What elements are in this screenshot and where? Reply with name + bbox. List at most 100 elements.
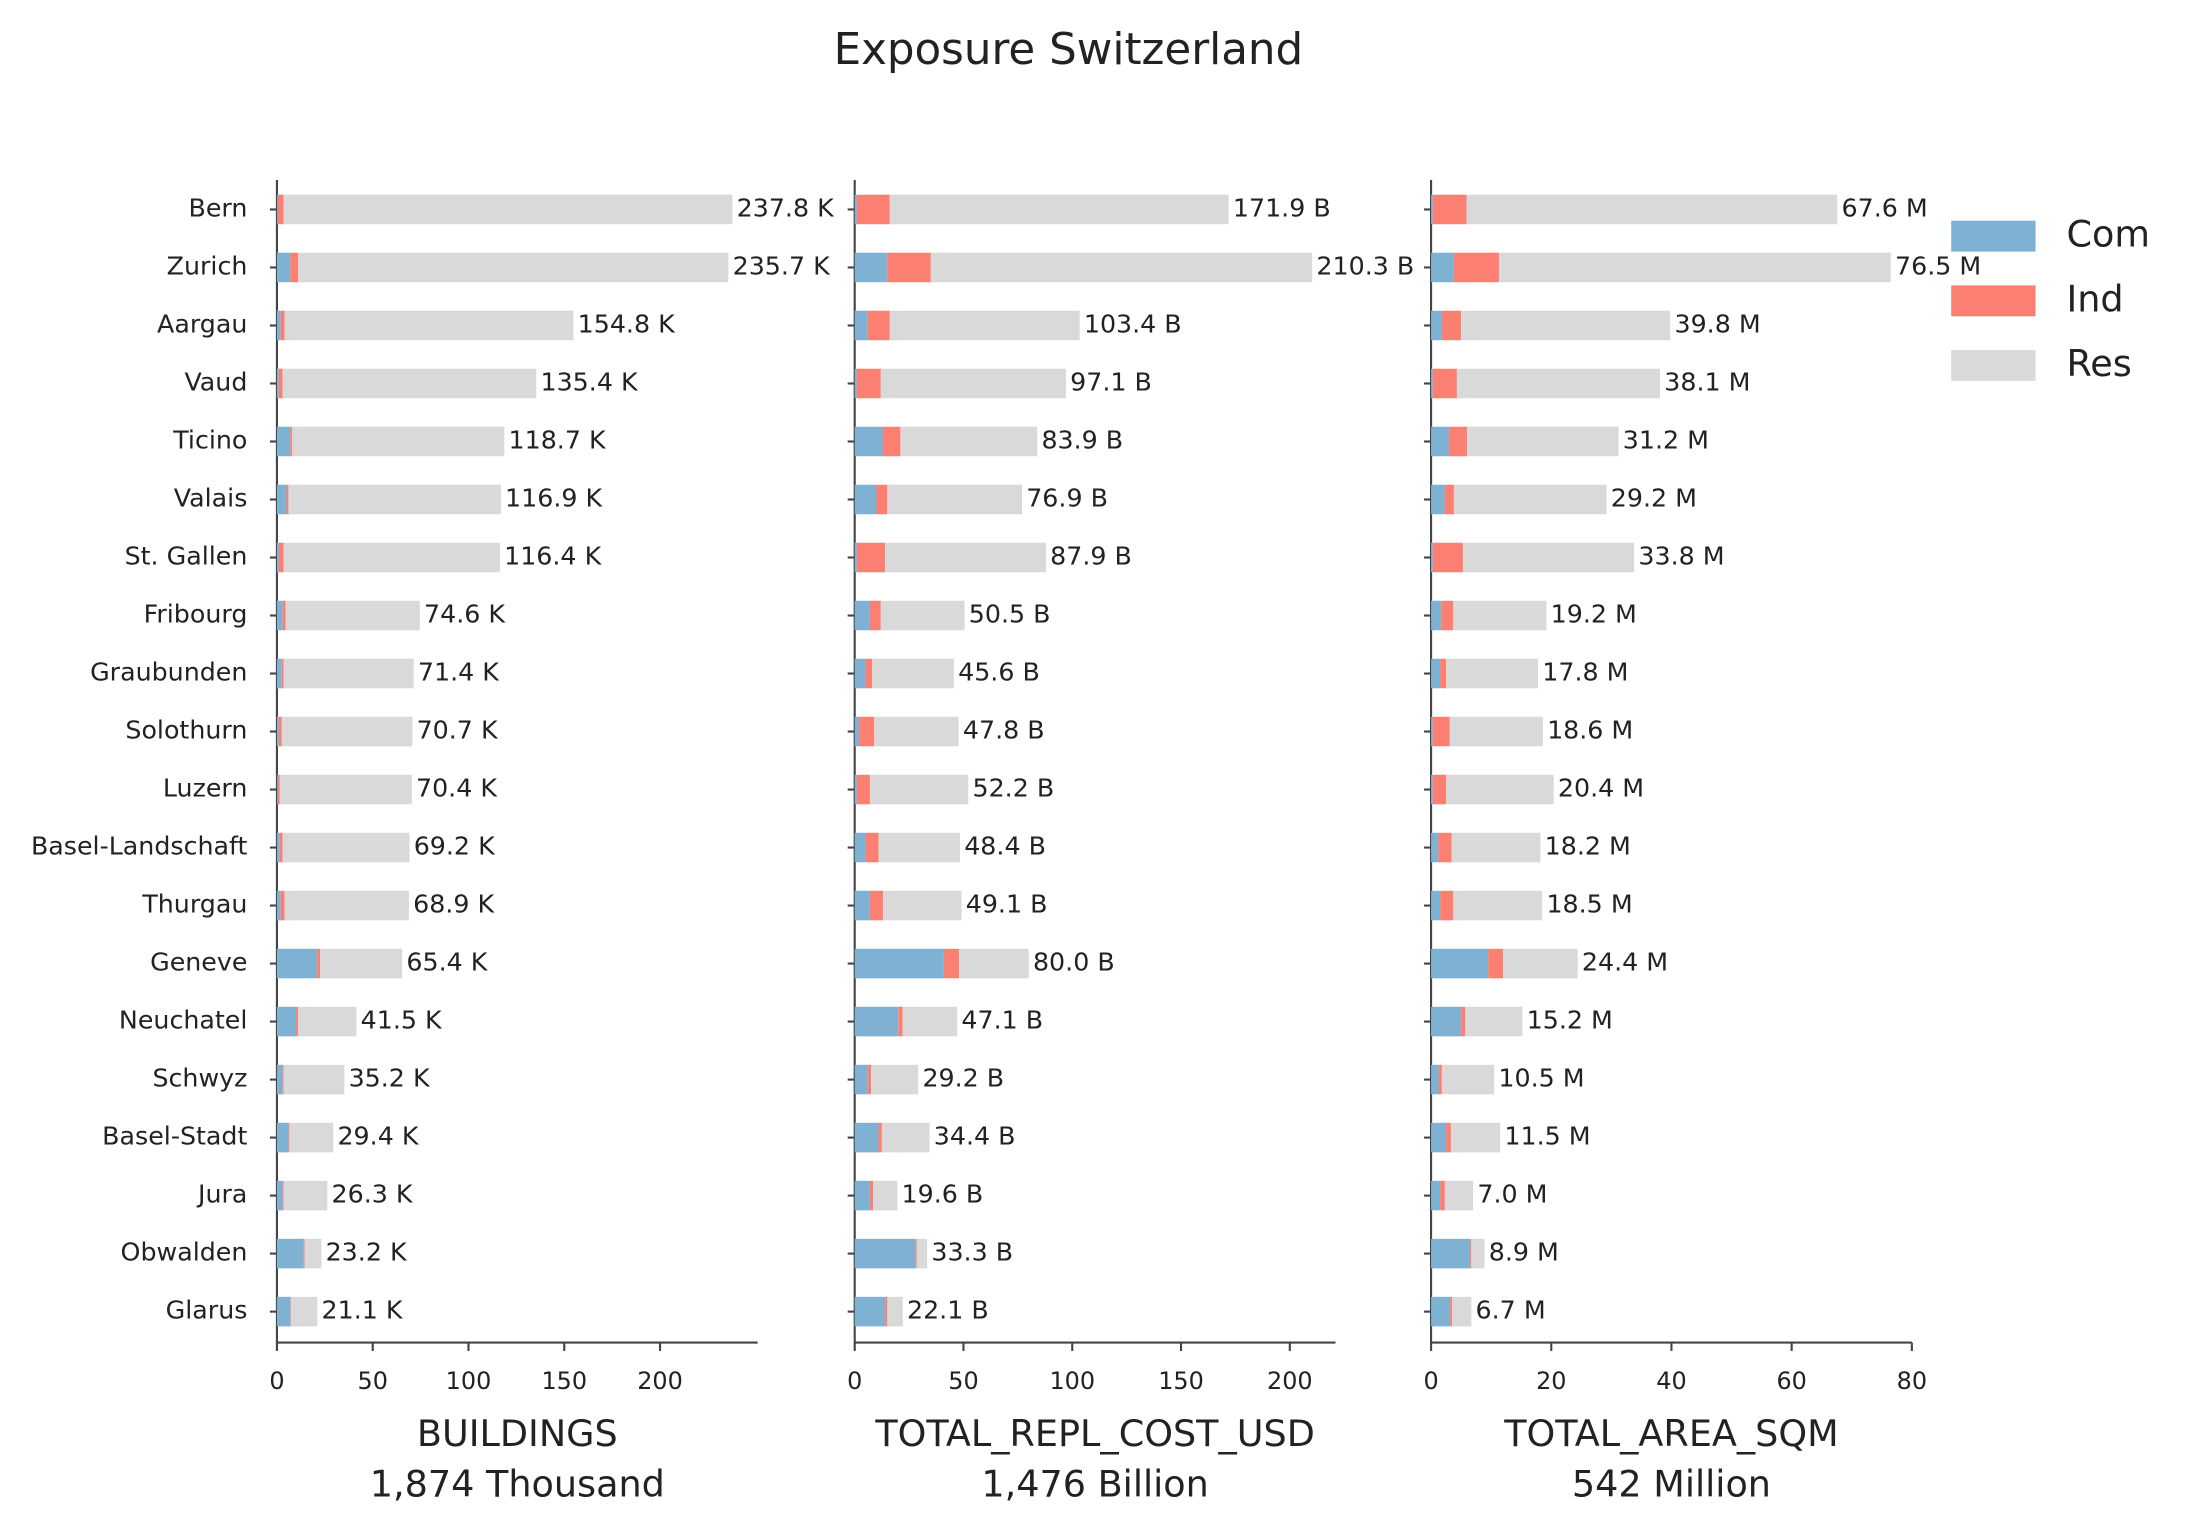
bar-segment [859,716,875,747]
bar-segment [1441,310,1462,341]
total-label: 65.4 K [406,948,488,977]
bar-segment [282,1180,284,1211]
bar-segment [283,1064,345,1095]
bar-segment [276,1296,291,1327]
bar-segment [282,832,410,863]
total-label: 118.7 K [509,425,607,454]
bar-segment [292,426,505,457]
total-label: 34.4 B [934,1122,1016,1151]
bar-segment [1431,890,1441,921]
total-label: 80.0 B [1033,948,1115,977]
category-label: Geneve [150,948,247,977]
total-label: 52.2 B [972,774,1054,803]
bar-segment [882,426,901,457]
bar-segment [276,774,278,805]
figure-title: Exposure Switzerland [834,25,1304,75]
total-label: 33.3 B [931,1238,1013,1267]
bar-segment [854,1064,868,1095]
total-label: 69.2 K [414,832,496,861]
bar-segment [854,310,868,341]
total-label: 31.2 M [1623,425,1709,454]
bar-segment [873,1180,898,1211]
bar-segment [1450,1122,1501,1153]
category-label: Schwyz [152,1064,247,1093]
bar-segment [1503,948,1578,979]
legend-swatch [1951,350,2036,381]
total-label: 116.9 K [505,483,603,512]
bar-segment [867,310,890,341]
total-label: 29.2 B [922,1064,1004,1093]
bar-segment [1451,832,1541,863]
bar-segment [281,658,284,689]
bar-segment [867,1064,872,1095]
total-label: 50.5 B [969,600,1051,629]
bar-segment [1452,1296,1472,1327]
total-label: 6.7 M [1476,1296,1546,1325]
bar-segment [290,1296,291,1327]
bar-segment [1431,484,1445,515]
bar-segment [854,1006,899,1037]
bar-segment [885,542,1046,573]
total-label: 135.4 K [541,367,639,396]
bar-segment [284,890,409,921]
category-label: Jura [196,1180,247,1209]
category-label: Neuchatel [119,1006,247,1035]
bar-segment [878,1122,882,1153]
category-label: Valais [174,483,248,512]
category-label: Glarus [166,1296,248,1325]
bar-segment [283,658,414,689]
bar-segment [1431,542,1433,573]
bar-segment [930,252,1313,283]
bar-segment [290,1296,318,1327]
bar-segment [276,1180,283,1211]
bar-segment [277,194,284,225]
bar-segment [1446,658,1539,689]
x-tick-label: 0 [269,1367,284,1395]
bar-segment [276,368,279,399]
total-label: 237.8 K [737,193,835,222]
category-label: Luzern [163,774,248,803]
bar-segment [284,310,574,341]
bar-segment [854,368,857,399]
bar-segment [1446,1122,1451,1153]
bar-segment [276,600,283,631]
bar-segment [1431,1006,1462,1037]
total-label: 38.1 M [1664,367,1750,396]
total-label: 210.3 B [1316,251,1414,280]
bar-segment [1431,1180,1441,1211]
bar-segment [1432,194,1467,225]
bar-segment [276,426,291,457]
bar-segment [1465,1006,1523,1037]
total-label: 8.9 M [1489,1238,1559,1267]
total-label: 35.2 K [349,1064,431,1093]
x-tick-label: 200 [1267,1367,1313,1395]
total-label: 68.9 K [413,890,495,919]
total-label: 10.5 M [1498,1064,1584,1093]
category-label: Basel-Stadt [102,1122,247,1151]
x-axis-summary: 1,476 Billion [981,1462,1208,1505]
bar-segment [1498,252,1891,283]
x-tick-label: 0 [1423,1367,1438,1395]
bar-segment [1453,484,1607,515]
category-label: Fribourg [144,600,248,629]
bar-segment [1438,1064,1442,1095]
bar-segment [1461,1006,1466,1037]
legend-swatch [1951,285,2036,317]
total-label: 11.5 M [1504,1122,1590,1151]
total-label: 47.8 B [963,716,1045,745]
bar-segment [854,658,866,689]
category-label: Solothurn [125,716,247,745]
bar-segment [1431,948,1489,979]
legend-label: Res [2066,342,2131,385]
bar-segment [1431,658,1441,689]
bar-segment [869,600,881,631]
bar-segment [276,658,282,689]
x-tick-label: 50 [358,1367,388,1395]
x-tick-label: 150 [541,1367,587,1395]
bar-segment [278,716,282,747]
bar-segment [276,542,279,573]
bar-segment [1453,890,1543,921]
bar-segment [276,716,279,747]
bar-segment [1431,1296,1451,1327]
bar-segment [276,832,280,863]
